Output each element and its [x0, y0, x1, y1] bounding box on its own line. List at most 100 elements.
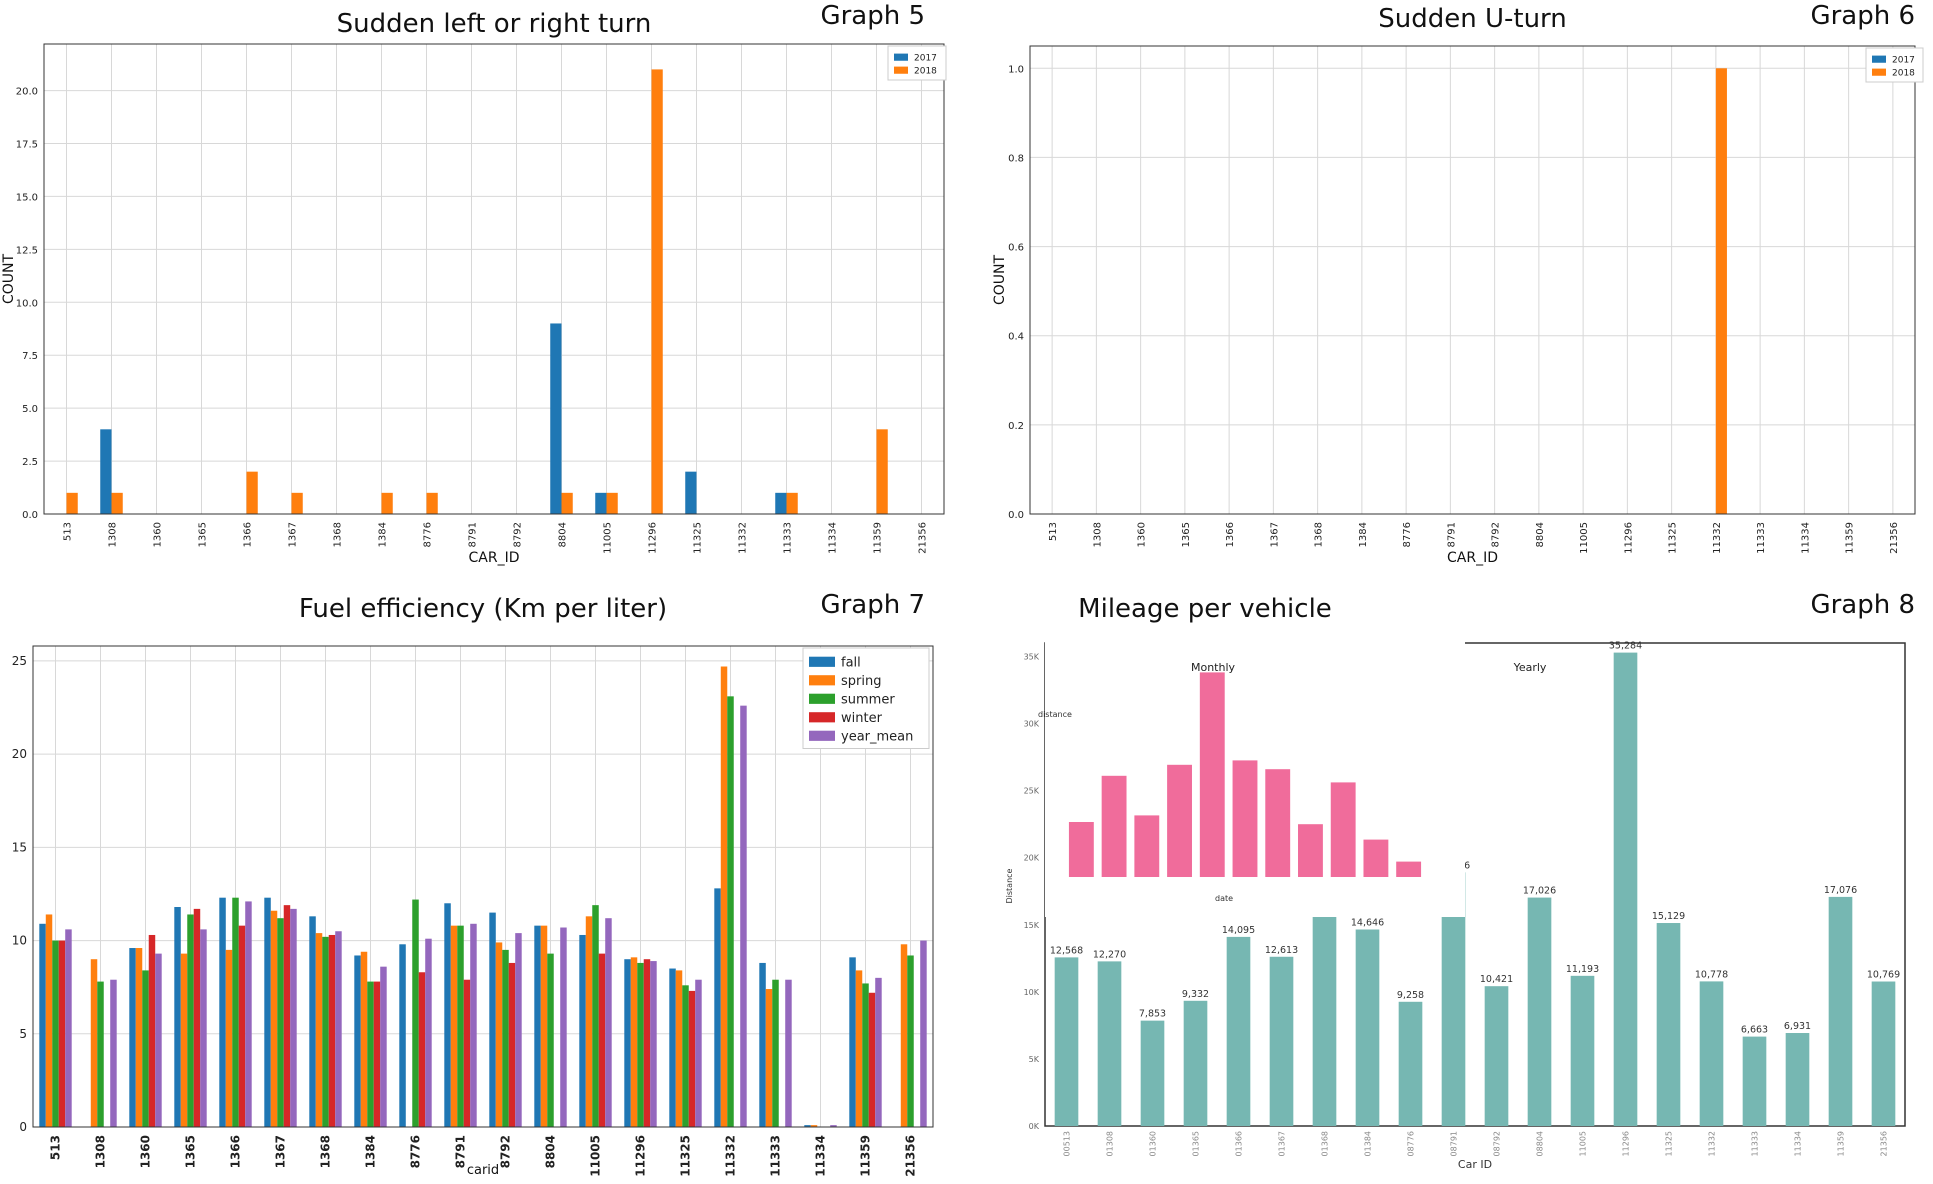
- x-tick-label: 08792: [1493, 1131, 1502, 1156]
- y-tick-label: 0.0: [22, 510, 38, 521]
- bar-fall: [804, 1125, 811, 1127]
- x-tick-label: 01360: [1149, 1131, 1158, 1156]
- y-tick-label: 10K: [1024, 988, 1040, 997]
- bar-value-label: 10,769: [1867, 970, 1900, 981]
- bar-value-label: 10,778: [1695, 969, 1728, 980]
- bar-fall: [714, 888, 721, 1127]
- x-tick-label: 08791: [1450, 1131, 1459, 1156]
- bar-2017: [775, 492, 787, 514]
- monthly-label-overlay: Monthly: [1191, 661, 1236, 674]
- graph-tag: Graph 5: [820, 1, 925, 31]
- bar-summer: [187, 914, 194, 1127]
- chart-title: Fuel efficiency (Km per liter): [299, 594, 667, 624]
- bar-fall: [579, 934, 586, 1127]
- y-tick-label: 15: [12, 840, 27, 854]
- x-tick-label: 1366: [243, 522, 254, 547]
- x-tick-label: 1360: [153, 522, 164, 547]
- legend-label: 2017: [1892, 55, 1915, 65]
- x-tick-label: 1360: [139, 1135, 153, 1168]
- bar-value-label: 14,095: [1222, 925, 1255, 936]
- x-tick-label: 8804: [558, 522, 569, 547]
- bar-summer: [502, 949, 509, 1127]
- y-tick-label: 0.8: [1008, 153, 1024, 164]
- x-tick-label: 1365: [1181, 522, 1192, 547]
- bar-year_mean: [290, 908, 297, 1127]
- legend-label: 2018: [1892, 68, 1915, 78]
- bar-2018: [246, 471, 258, 514]
- legend-label: year_mean: [841, 729, 913, 744]
- x-tick-label: 00513: [1063, 1131, 1072, 1156]
- x-tick-label: 11296: [1623, 522, 1634, 554]
- bar-fall: [489, 912, 496, 1127]
- x-tick-label: 01366: [1235, 1131, 1244, 1156]
- x-tick-label: 1366: [1225, 522, 1236, 547]
- y-tick-label: 7.5: [22, 351, 38, 362]
- y-axis-label: COUNT: [1, 254, 17, 305]
- y-tick-label: 25K: [1024, 787, 1040, 796]
- x-tick-label: 1367: [1269, 522, 1280, 547]
- bar-distance: [1183, 1000, 1208, 1126]
- legend-swatch-fall: [809, 656, 835, 667]
- bar-spring: [135, 948, 143, 1127]
- x-tick-label: 1384: [1358, 522, 1369, 547]
- bar-value-label: 6,931: [1784, 1021, 1811, 1032]
- legend-box: [887, 45, 947, 81]
- bar-spring: [540, 925, 548, 1127]
- plot-frame: [1029, 45, 1916, 515]
- x-tick-label: 1368: [333, 522, 344, 547]
- inset-y-label: distance: [1038, 710, 1072, 719]
- bar-fall: [219, 897, 226, 1127]
- x-tick-label: 11296: [1622, 1131, 1631, 1156]
- bar-winter: [373, 981, 381, 1127]
- x-tick-label: 1367: [288, 522, 299, 547]
- bar-fall: [759, 962, 766, 1127]
- bar-summer: [592, 905, 599, 1127]
- bar-value-label: 12,270: [1093, 949, 1126, 960]
- bar-winter: [58, 940, 66, 1127]
- x-tick-label: 11359: [1837, 1131, 1846, 1156]
- legend-label: spring: [841, 674, 881, 689]
- bar-value-label: 15,129: [1652, 911, 1685, 922]
- x-tick-label: 11359: [1845, 522, 1856, 554]
- graph-tag: Graph 6: [1810, 1, 1915, 31]
- x-tick-label: 11325: [693, 522, 704, 554]
- x-tick-label: 11005: [603, 522, 614, 554]
- bar-fall: [129, 948, 136, 1127]
- x-tick-label: 8776: [423, 522, 434, 547]
- bar-fall: [849, 957, 856, 1127]
- bar-summer: [367, 981, 374, 1127]
- bar-summer: [637, 962, 644, 1127]
- bar-fall: [39, 923, 46, 1127]
- y-tick-label: 5.0: [22, 404, 38, 415]
- chart-title: Sudden U-turn: [1378, 4, 1567, 34]
- x-tick-label: 11325: [679, 1135, 693, 1177]
- bar-2018: [426, 492, 438, 514]
- bar-value-label: 11,193: [1566, 964, 1599, 975]
- bar-year_mean: [110, 979, 117, 1127]
- x-tick-label: 1367: [274, 1135, 288, 1168]
- bar-distance: [1140, 1020, 1165, 1126]
- x-tick-label: 11334: [814, 1135, 828, 1177]
- bar-summer: [907, 955, 914, 1127]
- inset-bar: [1363, 839, 1389, 877]
- bar-2018: [606, 492, 618, 514]
- bar-year_mean: [335, 931, 342, 1127]
- bar-year_mean: [200, 929, 207, 1127]
- legend-swatch-summer: [809, 693, 835, 704]
- bar-winter: [643, 959, 651, 1127]
- inset-bar: [1199, 672, 1225, 877]
- bar-value-label: 10,421: [1480, 974, 1513, 985]
- y-tick-label: 5: [19, 1027, 27, 1041]
- x-tick-label: 513: [63, 522, 74, 541]
- x-tick-label: 11325: [1665, 1131, 1674, 1156]
- bar-distance: [1398, 1001, 1423, 1126]
- inset-bar: [1232, 760, 1258, 877]
- x-tick-label: 513: [49, 1135, 63, 1160]
- inset-bar: [1101, 775, 1127, 877]
- x-axis-label: CAR_ID: [469, 550, 520, 566]
- legend-swatch-2018: [1872, 68, 1886, 76]
- x-tick-label: 21356: [904, 1135, 918, 1177]
- y-tick-label: 25: [12, 654, 27, 668]
- legend-label: 2017: [914, 53, 937, 63]
- bar-spring: [315, 933, 323, 1127]
